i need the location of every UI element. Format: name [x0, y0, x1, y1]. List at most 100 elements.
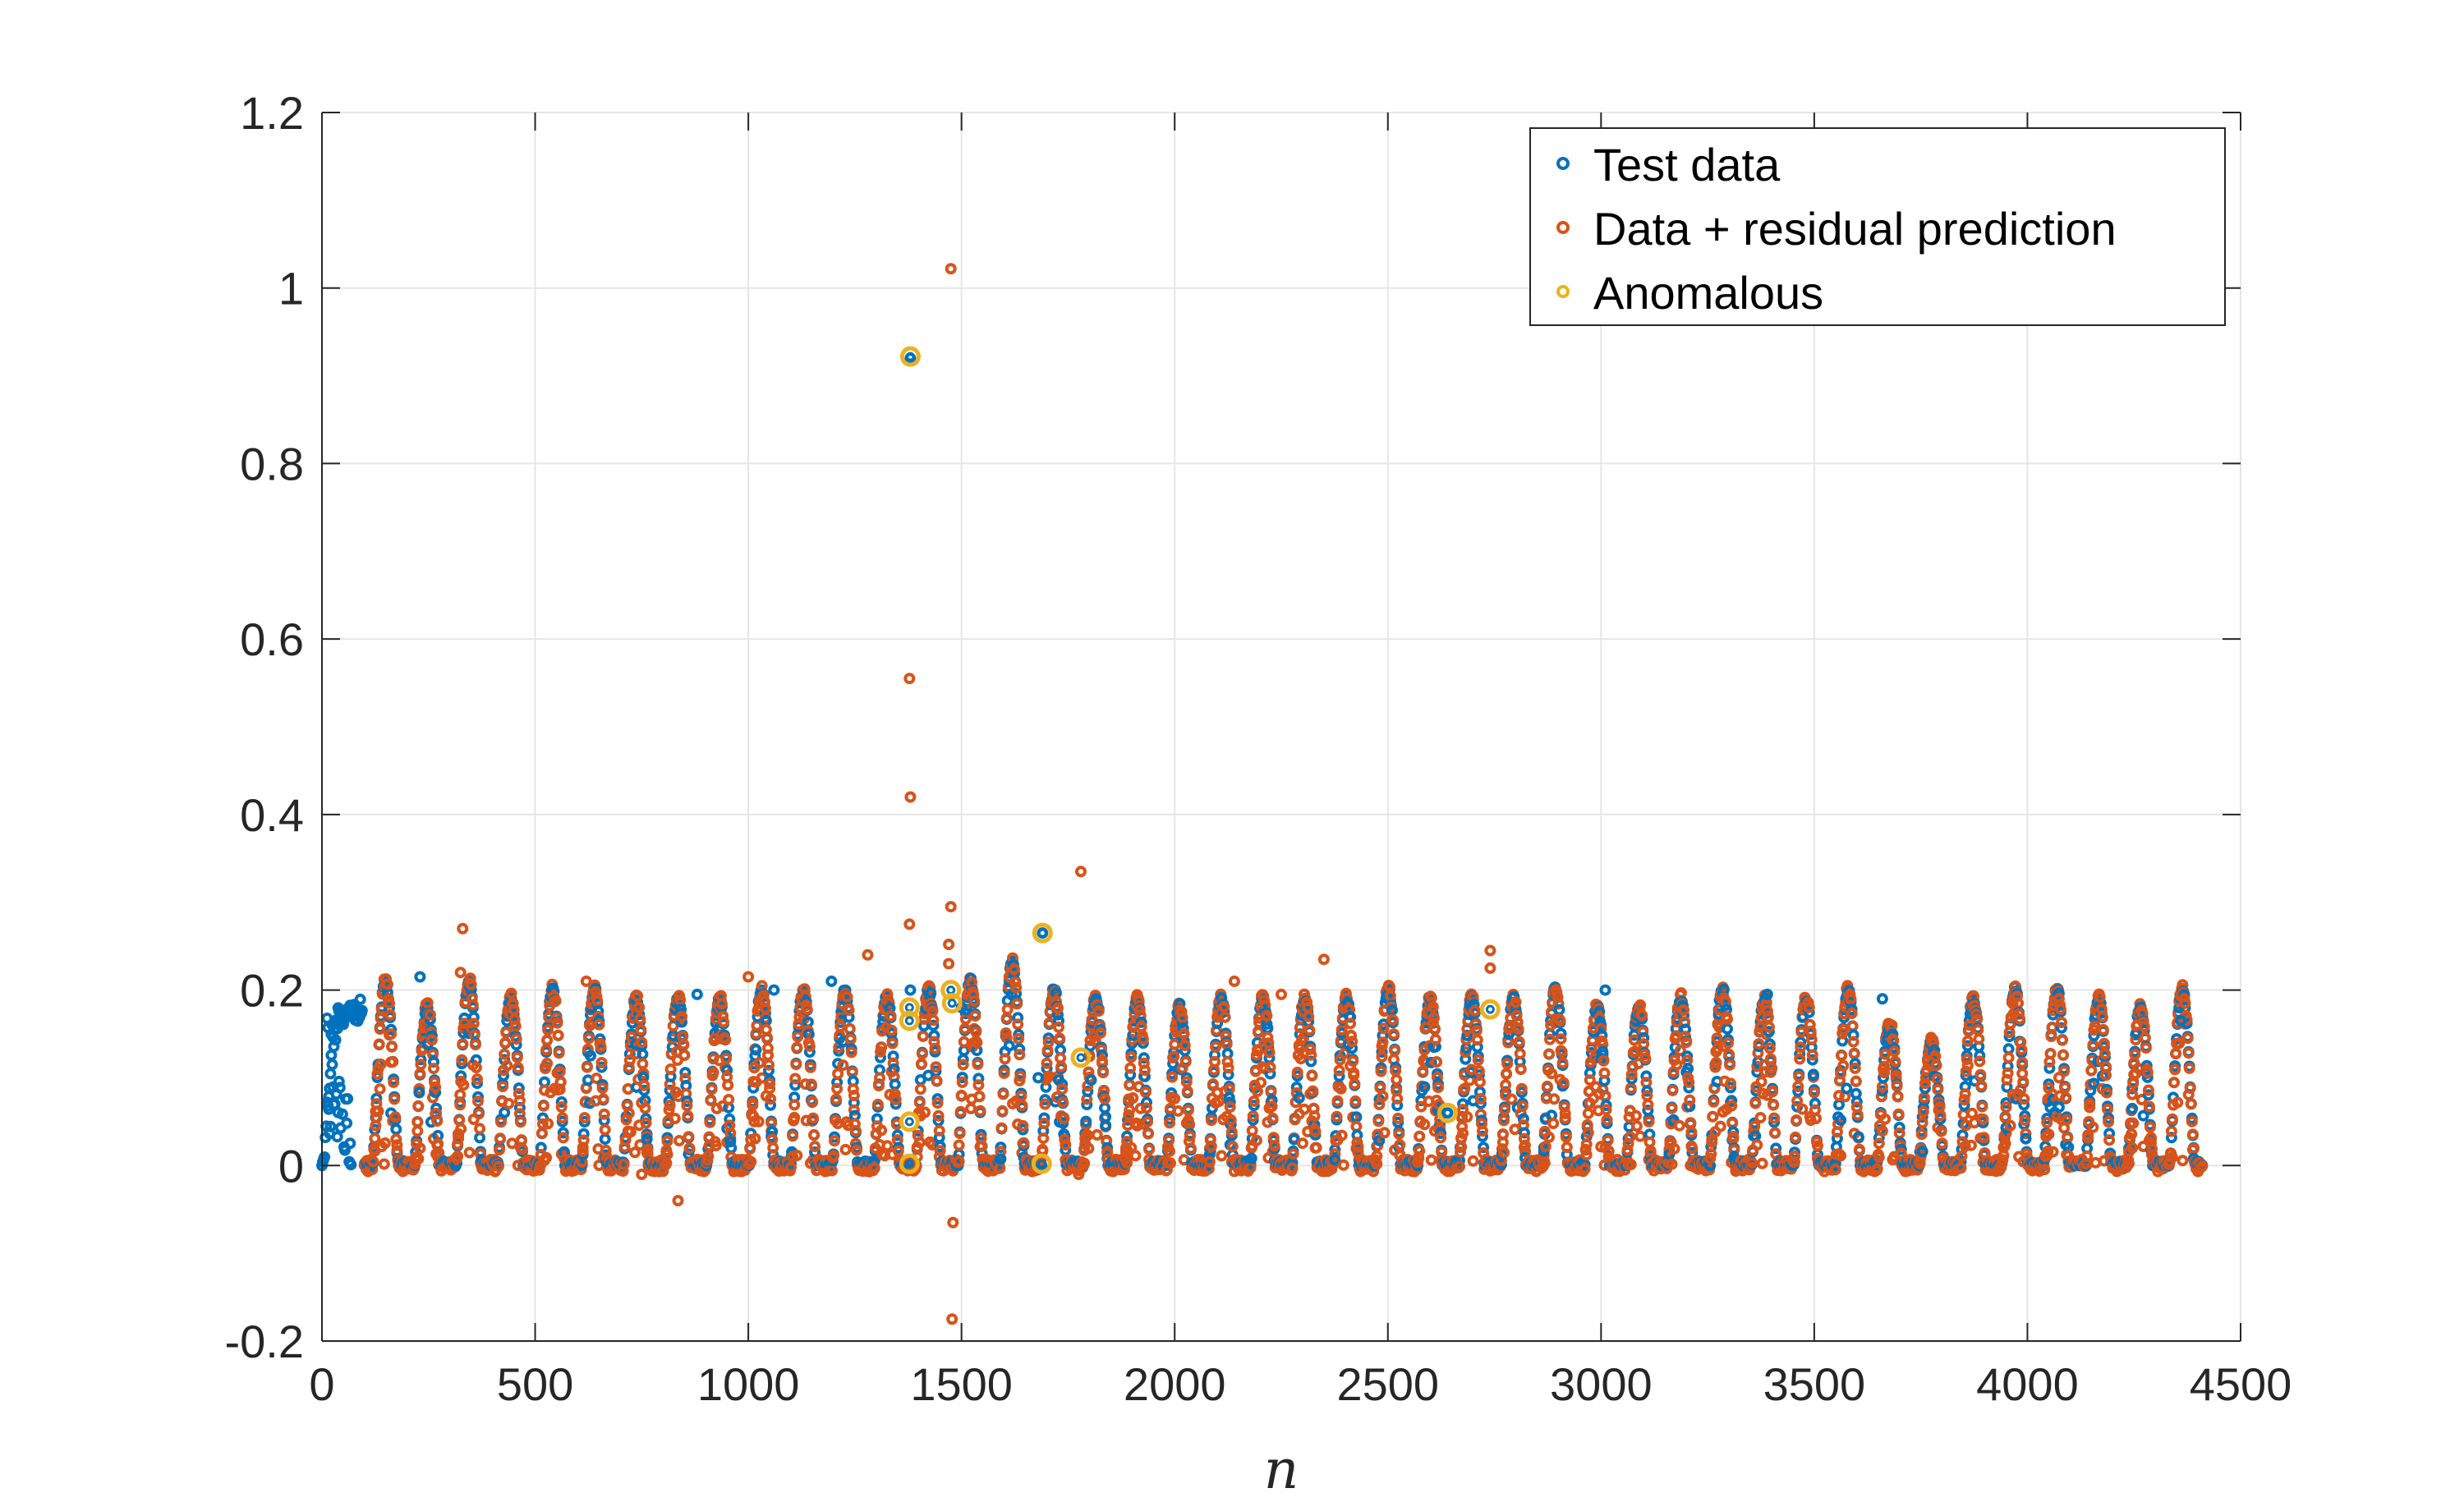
prediction-point — [512, 1062, 524, 1074]
prediction-point — [707, 1053, 719, 1065]
prediction-point — [597, 1093, 609, 1105]
prediction-point — [931, 1097, 944, 1109]
test-data-point — [890, 1098, 902, 1110]
prediction-point — [885, 1010, 897, 1022]
prediction-point — [425, 1034, 438, 1046]
test-data-point — [1085, 1074, 1097, 1086]
prediction-point — [933, 1124, 945, 1137]
prediction-point — [1143, 1143, 1156, 1155]
test-data-point — [1176, 1017, 1188, 1028]
prediction-point — [551, 1017, 563, 1029]
prediction-point — [917, 1030, 929, 1042]
prediction-point — [499, 1036, 512, 1049]
test-data-point — [1121, 1130, 1133, 1142]
prediction-point — [1184, 1130, 1196, 1142]
prediction-point — [673, 1135, 685, 1146]
prediction-point — [374, 1083, 386, 1095]
test-data-point — [875, 1051, 886, 1063]
prediction-point — [581, 1061, 593, 1073]
prediction-point — [957, 1059, 969, 1071]
prediction-point — [913, 1096, 926, 1109]
test-data-point — [345, 1159, 357, 1171]
prediction-point — [678, 1038, 690, 1050]
test-data-point — [390, 1123, 402, 1136]
prediction-point — [367, 1155, 379, 1168]
test-data-point — [932, 1114, 945, 1127]
prediction-point — [1009, 963, 1020, 976]
test-data-point — [995, 1153, 1007, 1165]
prediction-point — [591, 994, 604, 1007]
prediction-point — [421, 997, 434, 1009]
prediction-point — [1166, 1071, 1179, 1083]
prediction-point — [1083, 1142, 1095, 1155]
test-data-point — [679, 1067, 692, 1079]
prediction-point — [372, 1105, 384, 1118]
prediction-point — [887, 1057, 899, 1069]
test-data-point — [803, 1046, 816, 1058]
test-data-point — [595, 1061, 608, 1073]
prediction-point — [632, 990, 644, 1002]
prediction-point — [637, 1068, 650, 1079]
test-data-point — [1218, 1006, 1230, 1017]
prediction-point — [374, 1023, 386, 1035]
test-data-point — [577, 1128, 590, 1140]
prediction-point — [791, 1041, 803, 1054]
prediction-point — [997, 1088, 1009, 1100]
prediction-point — [1124, 1062, 1137, 1074]
prediction-point — [640, 1117, 652, 1129]
test-data-point — [632, 996, 644, 1008]
prediction-point — [1055, 1060, 1068, 1073]
prediction-point — [598, 1108, 610, 1120]
prediction-point — [599, 1123, 611, 1136]
test-data-point — [498, 1069, 510, 1082]
prediction-point — [1125, 1051, 1138, 1063]
prediction-point — [388, 1076, 400, 1088]
prediction-point — [557, 1132, 569, 1144]
prediction-point — [995, 1122, 1008, 1134]
prediction-point — [799, 1078, 811, 1091]
test-data-point — [326, 1059, 338, 1071]
prediction-point — [641, 1143, 654, 1155]
prediction-point — [514, 1116, 526, 1128]
prediction-point — [1179, 1055, 1192, 1068]
prediction-point — [1175, 1005, 1188, 1017]
prediction-point — [848, 1090, 860, 1101]
prediction-point — [968, 995, 981, 1008]
prediction-point — [1129, 1150, 1142, 1162]
prediction-point — [1012, 1018, 1024, 1031]
test-data-point — [333, 1082, 346, 1094]
prediction-point — [542, 1024, 554, 1036]
test-data-point — [995, 1141, 1007, 1154]
prediction-point — [555, 1101, 568, 1113]
prediction-point — [913, 1137, 926, 1149]
prediction-point — [412, 1153, 425, 1164]
prediction-point — [536, 1118, 549, 1130]
prediction-point — [704, 1116, 716, 1128]
prediction-point — [790, 1059, 802, 1070]
prediction-point — [681, 1100, 693, 1112]
prediction-point — [789, 1073, 802, 1085]
prediction-point — [1213, 1095, 1225, 1107]
test-data-point — [1080, 1115, 1092, 1128]
prediction-point — [930, 1061, 942, 1073]
prediction-point — [387, 1055, 399, 1068]
prediction-point — [682, 1109, 694, 1122]
prediction-point — [1094, 1027, 1106, 1039]
prediction-point — [718, 1016, 729, 1028]
prediction-point — [1168, 1050, 1180, 1063]
prediction-point — [1183, 1118, 1195, 1130]
prediction-point — [472, 1095, 484, 1108]
test-data-point — [927, 1019, 940, 1031]
test-data-point — [341, 1117, 353, 1129]
prediction-point — [889, 1088, 901, 1100]
test-data-point — [1138, 1052, 1150, 1064]
prediction-point — [1009, 976, 1022, 988]
prediction-point — [501, 1059, 513, 1072]
prediction-point — [719, 1033, 732, 1045]
prediction-point — [415, 1059, 427, 1071]
prediction-point — [1172, 1105, 1184, 1117]
prediction-point — [1056, 1083, 1069, 1095]
test-data-point — [592, 1005, 605, 1017]
prediction-point — [915, 1058, 927, 1070]
